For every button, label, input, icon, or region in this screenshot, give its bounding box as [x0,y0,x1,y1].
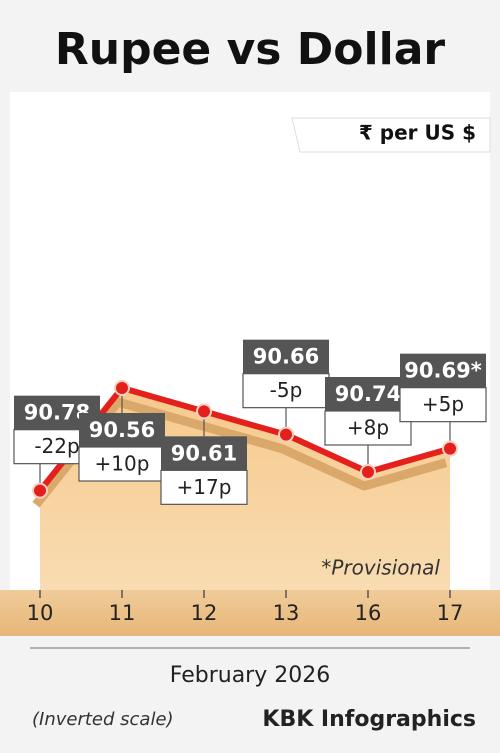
axis-band [0,590,500,636]
value-box [325,377,411,411]
point [114,380,130,396]
x-tick-label: 10 [27,601,54,625]
change-box [160,469,248,505]
unit-tab [291,117,491,153]
plot: 90.78-22p1090.56+10p1190.61+17p1290.66-5… [13,339,487,625]
value-label: 90.74 [335,382,401,406]
change-box [242,373,330,409]
point [278,426,294,443]
x-tick-label: 16 [355,601,382,625]
point [442,440,458,457]
value-label: 90.66 [253,345,319,369]
value-box [161,436,247,471]
change-box [324,410,412,446]
chart-title: Rupee vs Dollar [55,24,446,75]
x-tick-label: 13 [273,601,300,625]
value-box [79,413,165,447]
change-label: -22p [34,434,79,458]
value-label: 90.56 [89,418,155,442]
change-label: +17p [177,475,232,499]
value-box [243,339,329,374]
line [37,385,451,493]
x-tick-label: 12 [191,601,218,625]
point [196,403,212,420]
note: *Provisional [321,556,440,580]
value-label: 90.61 [171,441,237,465]
footnote: (Inverted scale) [32,709,174,730]
change-box [78,446,166,482]
change-label: +5p [422,392,464,416]
change-label: -5p [270,378,303,402]
value-label: 90.69* [404,359,481,383]
x-axis-label: February 2026 [170,663,330,688]
x-tick-label: 11 [109,601,136,625]
change-box [399,387,487,423]
value-box [400,353,486,388]
unit-label: ₹ per US $ [359,121,476,145]
change-label: +8p [347,416,389,440]
x-tick-label: 17 [437,601,464,625]
point [32,482,48,499]
point [360,464,376,480]
source: KBK Infographics [262,707,476,732]
change-label: +10p [95,452,150,476]
